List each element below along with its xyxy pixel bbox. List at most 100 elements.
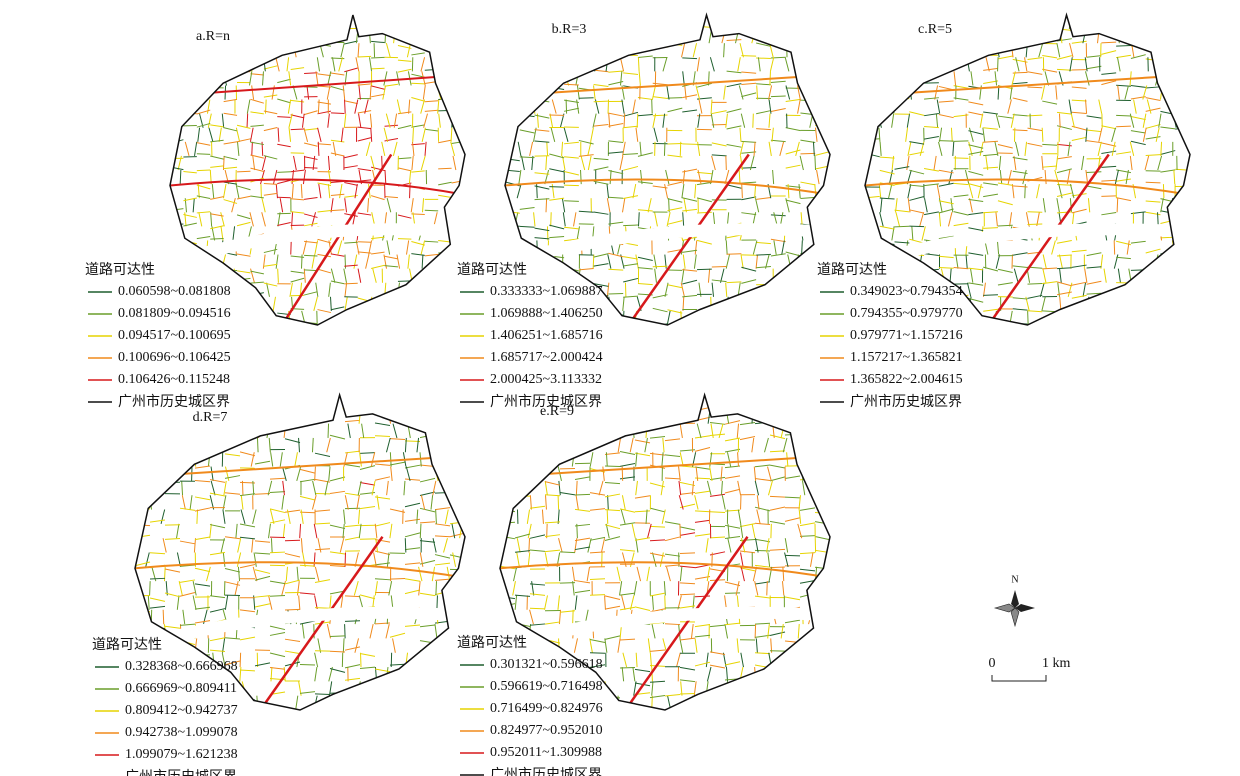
road xyxy=(664,623,681,626)
road xyxy=(424,240,439,243)
road xyxy=(865,195,880,199)
road xyxy=(516,552,520,567)
road xyxy=(314,566,320,582)
road xyxy=(299,511,316,514)
road xyxy=(451,196,465,202)
road xyxy=(662,57,668,72)
road xyxy=(799,522,816,527)
road xyxy=(162,609,165,625)
road xyxy=(233,15,237,30)
road xyxy=(950,127,953,142)
road xyxy=(1175,318,1190,324)
road xyxy=(586,566,591,582)
road xyxy=(675,395,679,410)
road xyxy=(534,140,550,143)
road xyxy=(593,85,596,100)
road xyxy=(767,552,771,567)
road xyxy=(419,540,436,543)
road xyxy=(514,696,531,699)
road xyxy=(649,397,666,401)
road xyxy=(1039,282,1045,297)
road xyxy=(637,267,653,270)
road xyxy=(210,213,224,217)
road xyxy=(769,434,786,440)
road xyxy=(546,523,548,539)
road xyxy=(179,623,196,626)
road xyxy=(330,198,334,213)
road xyxy=(149,480,152,496)
road xyxy=(710,423,714,439)
road xyxy=(865,238,880,243)
road xyxy=(250,58,264,62)
road xyxy=(359,395,362,410)
road xyxy=(545,423,548,438)
road xyxy=(344,695,347,710)
road xyxy=(652,294,668,299)
road xyxy=(317,210,331,213)
road xyxy=(983,80,999,85)
road xyxy=(649,15,652,30)
road xyxy=(878,184,882,199)
road xyxy=(196,153,211,155)
road xyxy=(622,141,626,157)
road xyxy=(691,480,695,496)
road xyxy=(235,523,238,539)
road xyxy=(604,595,606,610)
road xyxy=(406,43,411,58)
road xyxy=(501,170,503,184)
road xyxy=(799,507,816,511)
road xyxy=(384,15,399,18)
road xyxy=(1145,86,1161,89)
road xyxy=(894,36,910,41)
road xyxy=(618,409,623,424)
road xyxy=(1056,168,1072,174)
road xyxy=(330,85,345,91)
road xyxy=(527,437,532,453)
road xyxy=(1011,184,1015,199)
road xyxy=(314,395,331,397)
road xyxy=(619,450,636,455)
major-road xyxy=(627,153,750,325)
road xyxy=(664,454,681,457)
legend: 道路可达性0.328368~0.6669680.666969~0.8094110… xyxy=(92,637,238,776)
road xyxy=(222,552,226,567)
road xyxy=(269,519,286,524)
road xyxy=(359,594,376,600)
road xyxy=(220,212,225,227)
road xyxy=(711,322,727,325)
road xyxy=(317,15,331,19)
road xyxy=(676,652,681,668)
road xyxy=(751,409,754,424)
road xyxy=(193,538,196,553)
road xyxy=(1027,282,1043,285)
major-road xyxy=(987,153,1110,325)
road xyxy=(907,141,912,157)
road xyxy=(938,212,942,227)
road xyxy=(753,141,756,156)
road xyxy=(649,652,652,668)
road xyxy=(528,638,534,653)
road xyxy=(817,57,821,72)
road xyxy=(529,609,534,625)
road xyxy=(434,578,451,581)
road xyxy=(709,476,726,481)
road xyxy=(164,592,181,598)
road xyxy=(507,466,513,482)
road xyxy=(741,82,757,86)
road xyxy=(500,480,502,496)
road xyxy=(1042,254,1047,269)
road xyxy=(370,452,376,467)
road xyxy=(135,423,136,439)
road xyxy=(1101,165,1117,168)
road xyxy=(396,71,400,86)
road xyxy=(589,639,606,643)
road xyxy=(299,523,302,539)
road xyxy=(371,251,385,255)
road xyxy=(798,695,801,710)
road xyxy=(170,212,171,227)
road xyxy=(709,410,726,413)
road xyxy=(828,409,830,424)
road xyxy=(1027,310,1043,313)
road xyxy=(705,538,709,553)
road xyxy=(696,197,712,203)
